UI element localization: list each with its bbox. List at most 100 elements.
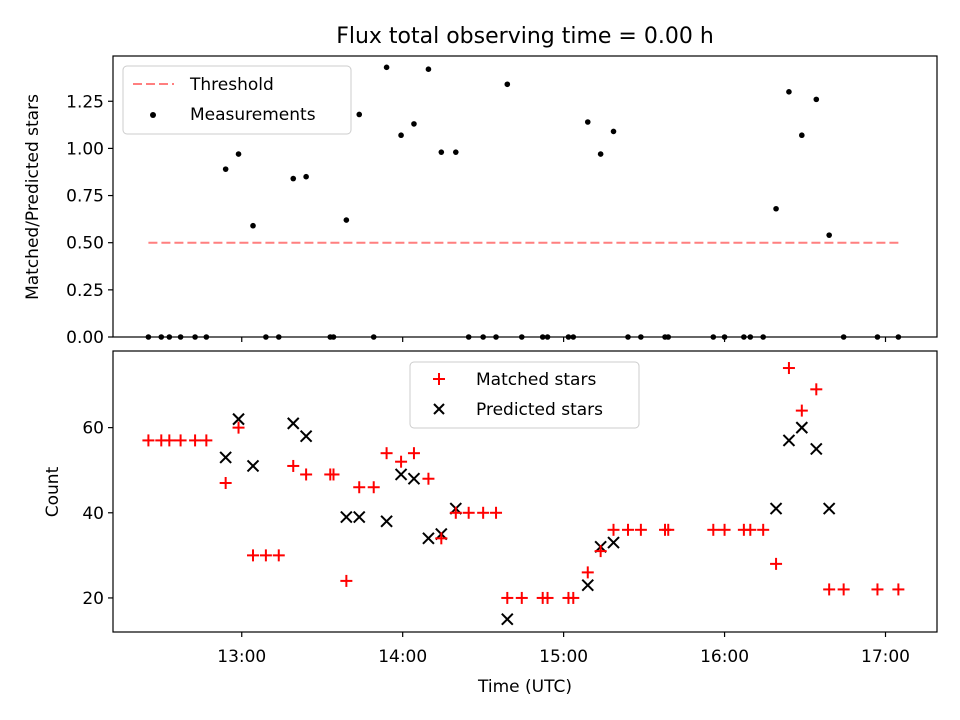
matched-star-point [232, 421, 245, 434]
measurement-point [235, 151, 242, 157]
x-tick-label: 15:00 [539, 647, 588, 667]
matched-star-point [353, 481, 366, 494]
matched-star-point [259, 549, 272, 562]
predicted-star-point [581, 578, 594, 592]
measurement-point [452, 149, 459, 155]
legend-predicted-label: Predicted stars [476, 400, 603, 420]
matched-star-point [770, 557, 783, 570]
predicted-star-point [380, 515, 393, 528]
matched-star-point [367, 481, 380, 494]
bottom-legend-frame [409, 361, 640, 429]
matched-star-point [247, 549, 260, 562]
matched-star-point [871, 583, 884, 596]
legend-measurements-label: Measurements [190, 105, 316, 125]
matched-star-point [272, 549, 285, 562]
predicted-star-point [422, 532, 435, 545]
matched-star-point [810, 383, 823, 396]
matched-star-point [581, 566, 594, 579]
measurement-point [290, 175, 297, 182]
bottom-y-tick-label: 20 [82, 589, 104, 609]
measurement-point [786, 89, 792, 95]
x-tick-label: 14:00 [378, 647, 427, 667]
measurement-point [222, 166, 229, 172]
top-y-tick-label: 0.25 [66, 281, 104, 301]
x-tick-label: 16:00 [700, 647, 749, 667]
top-y-tick-label: 1.00 [66, 139, 104, 159]
matched-star-point [837, 583, 850, 596]
top-legend: Threshold Measurements [122, 65, 352, 135]
matched-star-point [407, 447, 420, 460]
top-axis: 0.00 0.25 0.50 0.75 1.00 1.25 [66, 92, 887, 348]
measurement-point [504, 81, 511, 88]
predicted-star-point [810, 442, 823, 456]
matched-star-point [567, 591, 580, 604]
matched-star-point [340, 574, 353, 587]
top-plot-frame [112, 55, 938, 338]
predicted-star-point [287, 417, 300, 430]
legend-matched-swatch [433, 373, 445, 385]
top-y-tick-label: 1.25 [66, 92, 104, 112]
measurement-point [398, 132, 404, 139]
predicted-star-point [246, 459, 260, 473]
predicted-star-point [607, 536, 620, 549]
matched-star-point [744, 523, 757, 536]
predicted-star-point [501, 613, 514, 626]
legend-measurements-swatch [150, 112, 156, 118]
matched-star-point [607, 523, 620, 536]
matched-star-point [490, 506, 503, 519]
matched-star-point [757, 523, 770, 536]
measurement-point [610, 128, 617, 135]
matched-star-point [594, 545, 607, 558]
bottom-axis: 20 40 60 13:00 14:00 15:00 16:00 17:00 [82, 419, 910, 667]
matched-star-point [327, 468, 340, 481]
matched-star-point [200, 434, 213, 447]
measurement-point [773, 205, 779, 212]
matched-star-point [219, 476, 232, 489]
predicted-star-point [795, 421, 809, 434]
matched-star-point [142, 434, 155, 447]
predicted-star-point [407, 472, 421, 485]
top-y-tick-label: 0.00 [66, 328, 104, 348]
matched-star-point [662, 523, 675, 536]
measurement-point [826, 232, 832, 238]
legend-matched-label: Matched stars [476, 370, 596, 390]
x-tick-label: 13:00 [217, 647, 266, 667]
measurement-point [799, 132, 805, 139]
legend-threshold-label: Threshold [189, 75, 274, 95]
matched-star-point [501, 591, 514, 604]
matched-star-point [707, 523, 720, 536]
measurement-point [343, 217, 350, 223]
matched-star-point [174, 434, 187, 447]
matched-star-point [422, 472, 435, 485]
bottom-legend: Matched stars Predicted stars [409, 361, 640, 429]
matched-star-point [380, 447, 393, 460]
matched-star-point [189, 434, 202, 447]
matched-star-point [300, 468, 313, 481]
matched-star-point [287, 459, 300, 472]
bottom-y-tick-label: 40 [82, 504, 104, 524]
predicted-star-point [299, 429, 313, 443]
bottom-panel: 20 40 60 13:00 14:00 15:00 16:00 17:00 Count Ti… [43, 350, 938, 697]
matched-star-point [477, 506, 490, 519]
predicted-star-point [394, 468, 408, 481]
measurement-point [411, 121, 417, 127]
bottom-plot-frame [112, 350, 938, 633]
bottom-y-axis-label: Count [43, 466, 63, 517]
x-tick-label: 17:00 [861, 647, 910, 667]
matched-star-point [634, 523, 647, 536]
measurement-point [425, 66, 432, 73]
measurement-point [597, 151, 604, 157]
predicted-star-point [340, 510, 353, 524]
predicted-star-point [822, 502, 836, 515]
measurement-point [438, 149, 445, 155]
matched-star-point [622, 523, 634, 536]
top-y-axis-label: Matched/Predicted stars [23, 94, 43, 300]
matched-star-point [718, 523, 731, 536]
matched-star-point [395, 455, 408, 468]
matched-star-point [515, 591, 528, 604]
matched-star-point [163, 434, 176, 447]
measurement-point [356, 111, 363, 118]
matched-star-point [892, 583, 905, 596]
top-legend-frame [122, 65, 352, 135]
